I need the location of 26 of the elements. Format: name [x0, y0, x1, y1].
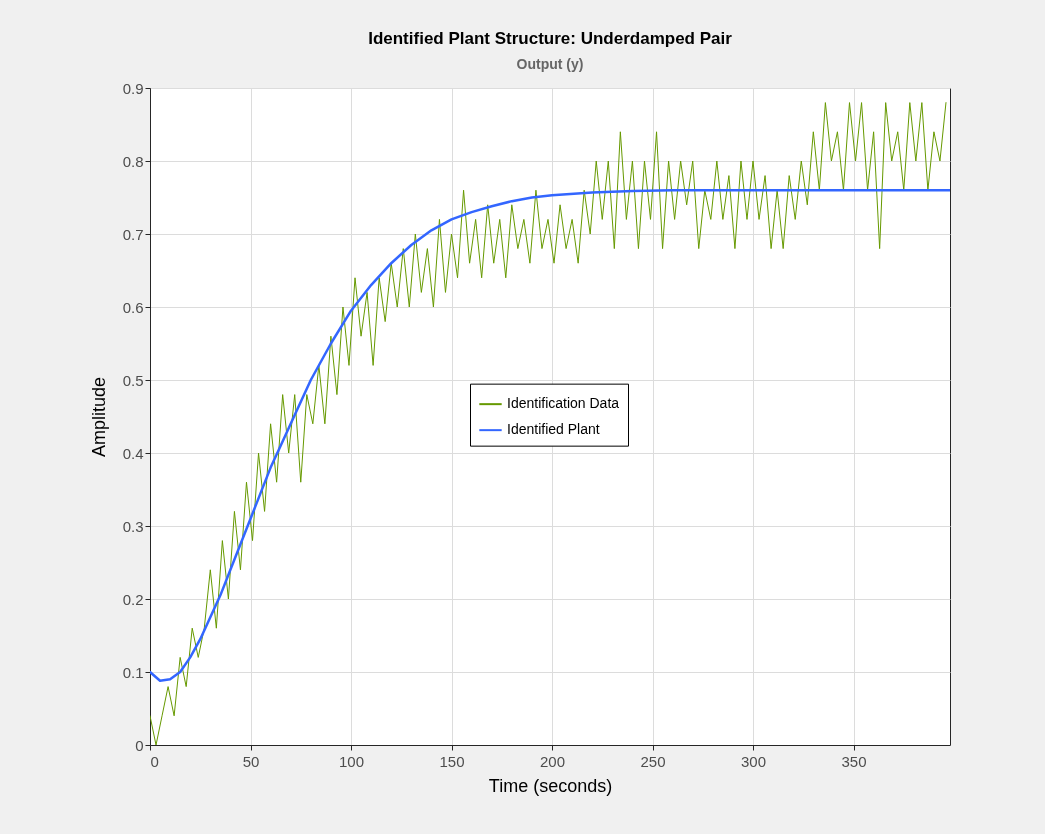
- x-axis-title: Time (seconds): [488, 775, 613, 796]
- x-tick-label: 200: [539, 752, 566, 770]
- x-tick-label: 350: [841, 752, 867, 770]
- y-tick-label: 0.7: [122, 225, 144, 243]
- x-tick-label: 0: [150, 752, 159, 770]
- y-tick-label: 0.9: [122, 79, 144, 97]
- y-tick-label: 0.1: [122, 663, 144, 681]
- y-tick-label: 0.5: [122, 371, 144, 389]
- x-tick-label: 50: [242, 752, 260, 770]
- y-tick-label: 0.3: [122, 517, 144, 535]
- x-tick-label: 150: [439, 752, 465, 770]
- legend-label: Identified Plant: [507, 421, 600, 438]
- y-tick-label: 0.8: [122, 152, 144, 170]
- y-axis-title: Amplitude: [88, 376, 109, 458]
- x-tick-label: 250: [640, 752, 666, 770]
- line-series: [150, 188, 950, 683]
- legend-label: Identification Data: [507, 395, 620, 412]
- chart-title: Identified Plant Structure: Underdamped Pair: [368, 29, 733, 48]
- x-tick-label: 300: [741, 752, 767, 770]
- y-tick-label: 0.6: [122, 298, 144, 316]
- line-series: [150, 102, 947, 745]
- x-tick-label: 100: [338, 752, 365, 770]
- y-tick-label: 0.2: [122, 590, 144, 608]
- y-tick-label: 0.4: [122, 444, 144, 462]
- y-tick-label: 0: [135, 736, 144, 754]
- chart-subtitle: Output (y): [516, 56, 584, 72]
